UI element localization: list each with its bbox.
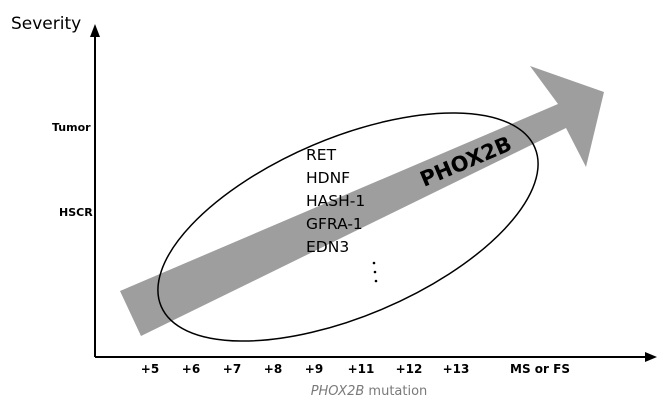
x-tick: +6 [182,362,200,376]
ellipsis-dot [373,270,377,274]
x-tick: +9 [305,362,323,376]
x-tick: +11 [348,362,375,376]
ellipsis-dot [374,279,378,283]
x-tick: +8 [264,362,282,376]
ellipsis-dot [372,261,376,265]
x-tick: +5 [141,362,159,376]
gene-ret: RET [306,146,337,164]
x-axis-arrowhead [645,352,657,362]
y-axis-title: Severity [11,14,81,34]
x-axis-label-gene: PHOX2B [311,384,365,399]
x-axis-label: PHOX2B mutation [311,384,428,399]
gene-hash-1: HASH-1 [306,192,365,210]
y-axis-arrowhead [90,24,100,37]
gene-edn3: EDN3 [306,238,349,256]
x-tick: +12 [396,362,423,376]
gene-gfra-1: GFRA-1 [306,215,363,233]
y-level-hscr: HSCR [59,206,93,219]
gene-ellipsis [372,261,378,283]
x-tick: +13 [443,362,470,376]
y-level-tumor: Tumor [52,121,91,134]
severity-arrow [120,66,604,336]
x-tick: +7 [223,362,241,376]
x-axis-label-rest: mutation [364,384,427,399]
x-tick: MS or FS [510,362,570,376]
gene-hdnf: HDNF [306,169,350,187]
gene-ellipse [157,112,539,342]
